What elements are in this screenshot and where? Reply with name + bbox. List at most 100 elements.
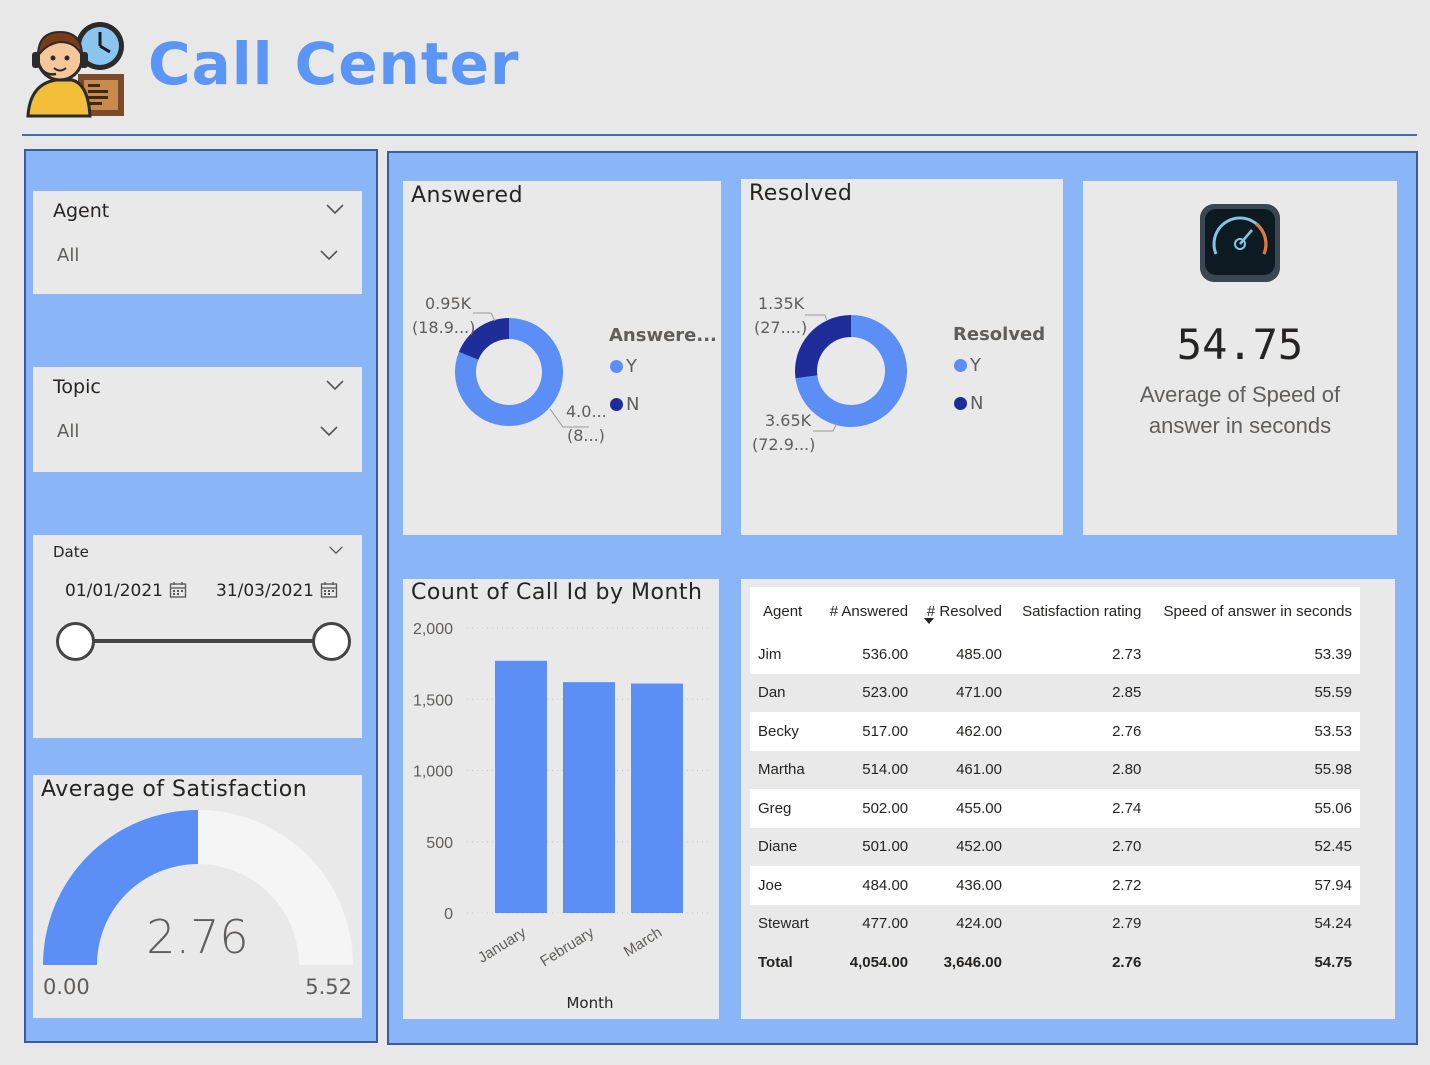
table-cell: 424.00 (916, 904, 1010, 943)
table-row[interactable]: Diane 501.00 452.00 2.70 52.45 (750, 827, 1360, 866)
resolved-legend-n[interactable]: N (954, 393, 983, 414)
x-tick-label: February (537, 924, 597, 970)
table-cell: Martha (750, 750, 819, 789)
table-cell: 462.00 (916, 712, 1010, 751)
table-row[interactable]: Dan 523.00 471.00 2.85 55.59 (750, 673, 1360, 712)
table-cell: Stewart (750, 904, 819, 943)
date-range-end-handle[interactable] (312, 622, 351, 661)
table-row[interactable]: Jim 536.00 485.00 2.73 53.39 (750, 635, 1360, 674)
donut-slice-y[interactable] (795, 315, 907, 427)
resolved-slices (795, 315, 907, 427)
table-cell: Diane (750, 827, 819, 866)
table-cell: 52.45 (1149, 827, 1360, 866)
resolved-donut-card: Resolved 1.35K (27....) 3.65K (72.9...) … (741, 179, 1063, 535)
topic-dropdown-value: All (57, 421, 80, 442)
column-header-resolved-label: # Resolved (926, 602, 1002, 620)
agent-slicer-title: Agent (53, 200, 110, 222)
date-end-input[interactable]: 31/03/2021 (216, 581, 346, 607)
satisfaction-gauge-title: Average of Satisfaction (41, 777, 308, 802)
y-tick-label: 0 (444, 906, 453, 923)
donut-slice-y[interactable] (455, 318, 563, 426)
table-cell: 523.00 (818, 673, 917, 712)
date-end-value: 31/03/2021 (216, 581, 314, 601)
legend-label-y: Y (626, 356, 637, 377)
answered-y-label-value: 4.0... (566, 402, 607, 421)
answered-legend-n[interactable]: N (610, 394, 639, 415)
table-cell: Dan (750, 673, 819, 712)
column-header-satisfaction[interactable]: Satisfaction rating (1022, 602, 1142, 620)
agent-dropdown-value: All (57, 245, 80, 266)
agent-slicer: Agent All (33, 191, 362, 294)
table-cell: 477.00 (818, 904, 917, 943)
total-cell: 2.76 (1009, 943, 1150, 982)
y-tick-label: 1,500 (413, 692, 453, 709)
date-start-input[interactable]: 01/01/2021 (65, 581, 195, 607)
agent-table: Agent # Answered # Resolved Satisfaction… (750, 587, 1360, 982)
resolved-n-label-pct: (27....) (754, 318, 808, 337)
table-cell: 2.74 (1009, 789, 1150, 828)
answered-legend-y[interactable]: Y (610, 356, 637, 377)
y-tick-label: 500 (426, 835, 453, 852)
legend-label-y: Y (970, 355, 981, 376)
table-cell: 55.06 (1149, 789, 1360, 828)
table-cell: Jim (750, 635, 819, 674)
topic-slicer-title: Topic (53, 376, 101, 398)
legend-dot-y (954, 359, 967, 372)
answered-donut-card: Answered 0.95K (18.9...) 4.0... (8...) A… (403, 181, 721, 535)
table-cell: 536.00 (818, 635, 917, 674)
table-row[interactable]: Joe 484.00 436.00 2.72 57.94 (750, 866, 1360, 905)
bar-february[interactable] (563, 682, 615, 913)
resolved-legend-y[interactable]: Y (954, 355, 981, 376)
sort-descending-icon[interactable] (924, 618, 935, 624)
table-row[interactable]: Greg 502.00 455.00 2.74 55.06 (750, 789, 1360, 828)
calendar-icon[interactable] (320, 581, 338, 599)
column-header-resolved[interactable]: # Resolved (916, 587, 1010, 635)
x-tick-label: January (475, 924, 530, 967)
bar-chart: 0 500 1,000 1,500 2,000 January February March (413, 621, 711, 970)
chevron-down-icon[interactable] (325, 203, 345, 215)
chevron-down-icon[interactable] (325, 379, 345, 391)
table-cell: 55.98 (1149, 750, 1360, 789)
table-cell: 517.00 (818, 712, 917, 751)
total-cell: Total (750, 943, 819, 982)
chevron-down-icon[interactable] (328, 545, 344, 555)
donut-slice-n[interactable] (795, 315, 851, 379)
legend-dot-y (610, 360, 623, 373)
gauge-fill (43, 810, 198, 965)
table-cell: 485.00 (916, 635, 1010, 674)
topic-dropdown[interactable]: All (47, 415, 347, 451)
legend-dot-n (954, 397, 967, 410)
answered-n-label-pct: (18.9...) (412, 318, 476, 337)
resolved-title: Resolved (749, 181, 853, 206)
agent-dropdown[interactable]: All (47, 239, 347, 275)
bar-chart-title: Count of Call Id by Month (411, 580, 703, 605)
bar-january[interactable] (495, 660, 547, 913)
table-cell: 514.00 (818, 750, 917, 789)
date-range-start-handle[interactable] (56, 622, 95, 661)
y-tick-label: 2,000 (413, 621, 453, 638)
total-cell: 4,054.00 (818, 943, 917, 982)
column-header-agent[interactable]: Agent (763, 602, 803, 620)
column-header-speed[interactable]: Speed of answer in seconds (1163, 602, 1352, 620)
answered-legend-title: Answere... (609, 325, 717, 346)
calendar-icon[interactable] (169, 581, 187, 599)
table-cell: 471.00 (916, 673, 1010, 712)
total-cell: 54.75 (1149, 943, 1360, 982)
page-title: Call Center (148, 30, 520, 98)
legend-label-n: N (626, 394, 640, 415)
table-row[interactable]: Martha 514.00 461.00 2.80 55.98 (750, 750, 1360, 789)
donut-slice-n[interactable] (458, 318, 509, 360)
answered-n-label-value: 0.95K (425, 294, 472, 313)
table-row[interactable]: Stewart 477.00 424.00 2.79 54.24 (750, 904, 1360, 943)
date-range-track[interactable] (75, 639, 331, 643)
table-cell: Joe (750, 866, 819, 905)
table-cell: Greg (750, 789, 819, 828)
bar-march[interactable] (631, 683, 683, 913)
table-cell: 57.94 (1149, 866, 1360, 905)
table-cell: 2.79 (1009, 904, 1150, 943)
table-row[interactable]: Becky 517.00 462.00 2.76 53.53 (750, 712, 1360, 751)
column-header-answered[interactable]: # Answered (829, 602, 909, 620)
table-cell: 53.39 (1149, 635, 1360, 674)
resolved-n-label-value: 1.35K (758, 294, 805, 313)
agent-table-body: Jim 536.00 485.00 2.73 53.39 Dan 523.00 471.00 2… (750, 635, 1360, 982)
